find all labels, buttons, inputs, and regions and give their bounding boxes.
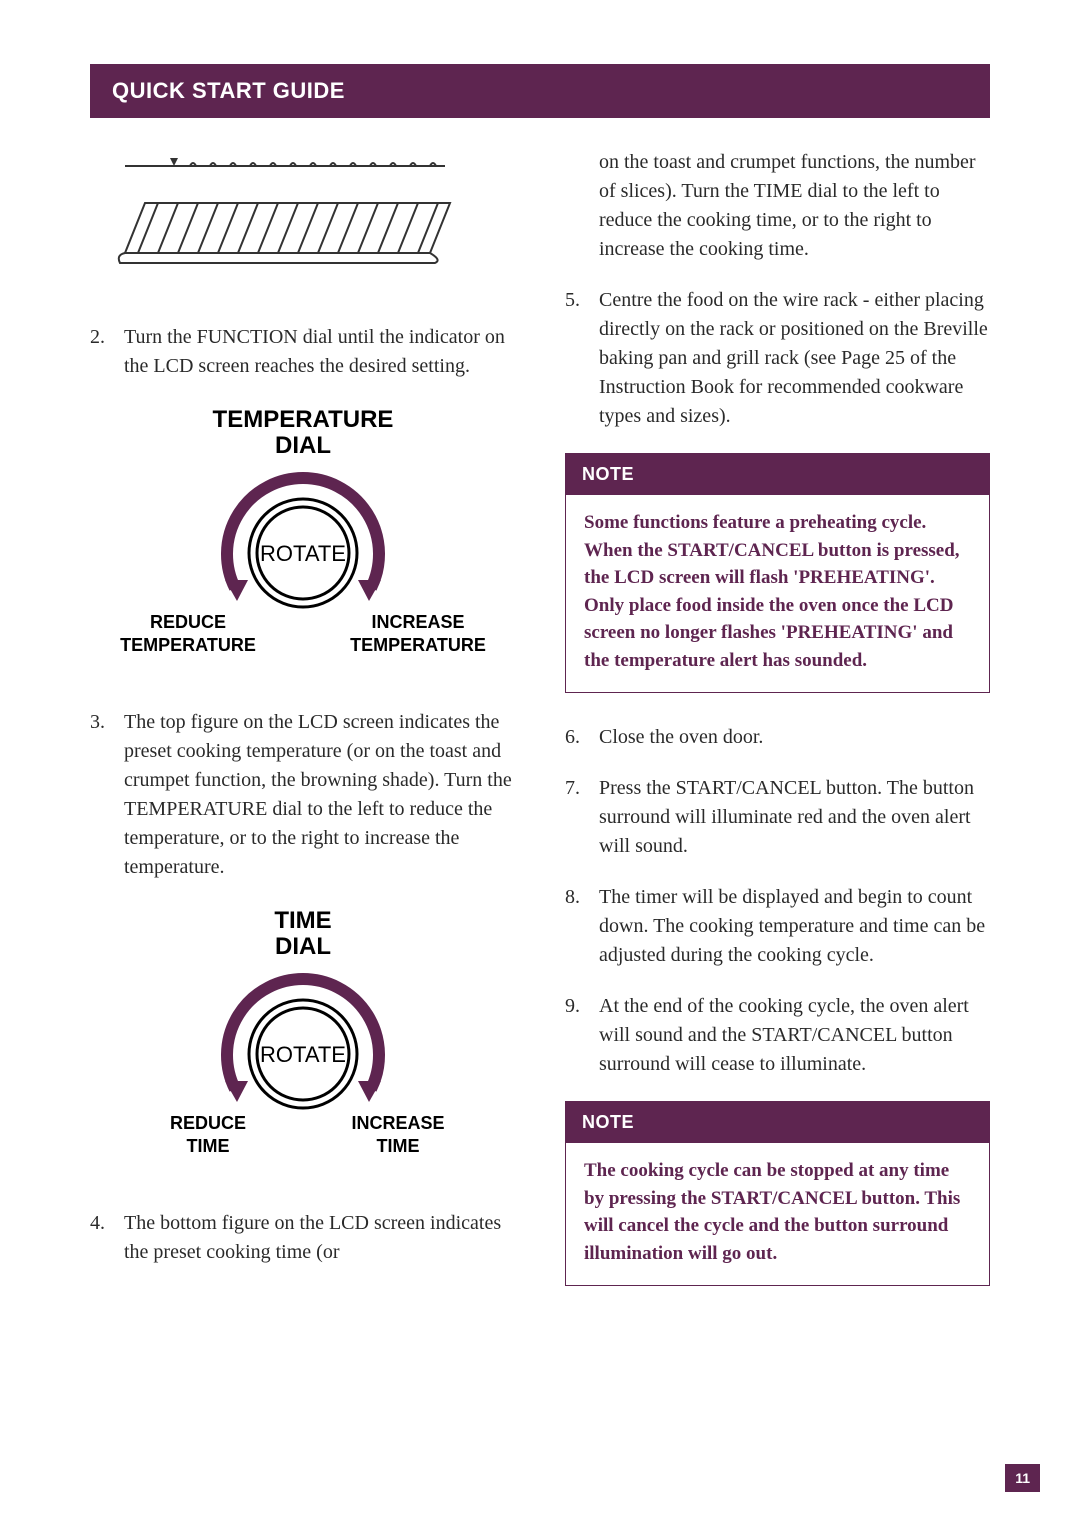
svg-text:INCREASE: INCREASE (371, 612, 464, 632)
step-text: Press the START/CANCEL button. The butto… (599, 774, 990, 861)
step-text: At the end of the cooking cycle, the ove… (599, 992, 990, 1079)
page-number: 11 (1005, 1464, 1040, 1492)
step-number: 6. (565, 723, 599, 752)
svg-text:TEMPERATURE: TEMPERATURE (120, 635, 256, 655)
svg-text:REDUCE: REDUCE (149, 612, 225, 632)
step-number: 4. (90, 1209, 124, 1267)
dial-title: TIME (274, 907, 331, 934)
note-header: NOTE (566, 1102, 989, 1143)
note-body: Some functions feature a preheating cycl… (566, 495, 989, 692)
content-columns: 2. Turn the FUNCTION dial until the indi… (90, 148, 990, 1316)
step-text: The top figure on the LCD screen indicat… (124, 708, 515, 882)
note-stop-cycle: NOTE The cooking cycle can be stopped at… (565, 1101, 990, 1286)
step-8: 8. The timer will be displayed and begin… (565, 883, 990, 970)
step-number: 8. (565, 883, 599, 970)
step-text: Centre the food on the wire rack - eithe… (599, 286, 990, 431)
note-header: NOTE (566, 454, 989, 495)
svg-text:TIME: TIME (186, 1136, 229, 1156)
svg-text:ROTATE: ROTATE (260, 1042, 346, 1067)
header-title: QUICK START GUIDE (112, 78, 345, 103)
svg-text:TIME: TIME (376, 1136, 419, 1156)
step-text: The timer will be displayed and begin to… (599, 883, 990, 970)
step-number: 5. (565, 286, 599, 431)
svg-text:DIAL: DIAL (275, 432, 331, 459)
temperature-dial-diagram: TEMPERATURE DIAL ROTATE REDUCE TEMPERATU… (90, 403, 515, 678)
note-preheating: NOTE Some functions feature a preheating… (565, 453, 990, 693)
step-5: 5. Centre the food on the wire rack - ei… (565, 286, 990, 431)
page-header: QUICK START GUIDE (90, 64, 990, 118)
step-number: 9. (565, 992, 599, 1079)
dial-title: TEMPERATURE (212, 406, 393, 433)
svg-text:INCREASE: INCREASE (351, 1113, 444, 1133)
step-6: 6. Close the oven door. (565, 723, 990, 752)
step-2: 2. Turn the FUNCTION dial until the indi… (90, 323, 515, 381)
step-text: Close the oven door. (599, 723, 990, 752)
time-dial-diagram: TIME DIAL ROTATE REDUCE TIME INCREASE TI… (90, 904, 515, 1179)
svg-text:ROTATE: ROTATE (260, 541, 346, 566)
step-4: 4. The bottom figure on the LCD screen i… (90, 1209, 515, 1267)
step-number: 3. (90, 708, 124, 882)
note-body: The cooking cycle can be stopped at any … (566, 1143, 989, 1285)
step-3: 3. The top figure on the LCD screen indi… (90, 708, 515, 882)
step-number: 2. (90, 323, 124, 381)
step-number: 7. (565, 774, 599, 861)
left-column: 2. Turn the FUNCTION dial until the indi… (90, 148, 515, 1316)
document-page: QUICK START GUIDE (0, 0, 1080, 1356)
wire-rack-illustration (90, 148, 515, 283)
step-text: The bottom figure on the LCD screen indi… (124, 1209, 515, 1267)
right-column: on the toast and crumpet functions, the … (565, 148, 990, 1316)
svg-text:TEMPERATURE: TEMPERATURE (350, 635, 486, 655)
svg-text:REDUCE: REDUCE (169, 1113, 245, 1133)
step-text: Turn the FUNCTION dial until the indicat… (124, 323, 515, 381)
step-7: 7. Press the START/CANCEL button. The bu… (565, 774, 990, 861)
step-9: 9. At the end of the cooking cycle, the … (565, 992, 990, 1079)
step-4-continuation: on the toast and crumpet functions, the … (565, 148, 990, 264)
svg-text:DIAL: DIAL (275, 933, 331, 960)
